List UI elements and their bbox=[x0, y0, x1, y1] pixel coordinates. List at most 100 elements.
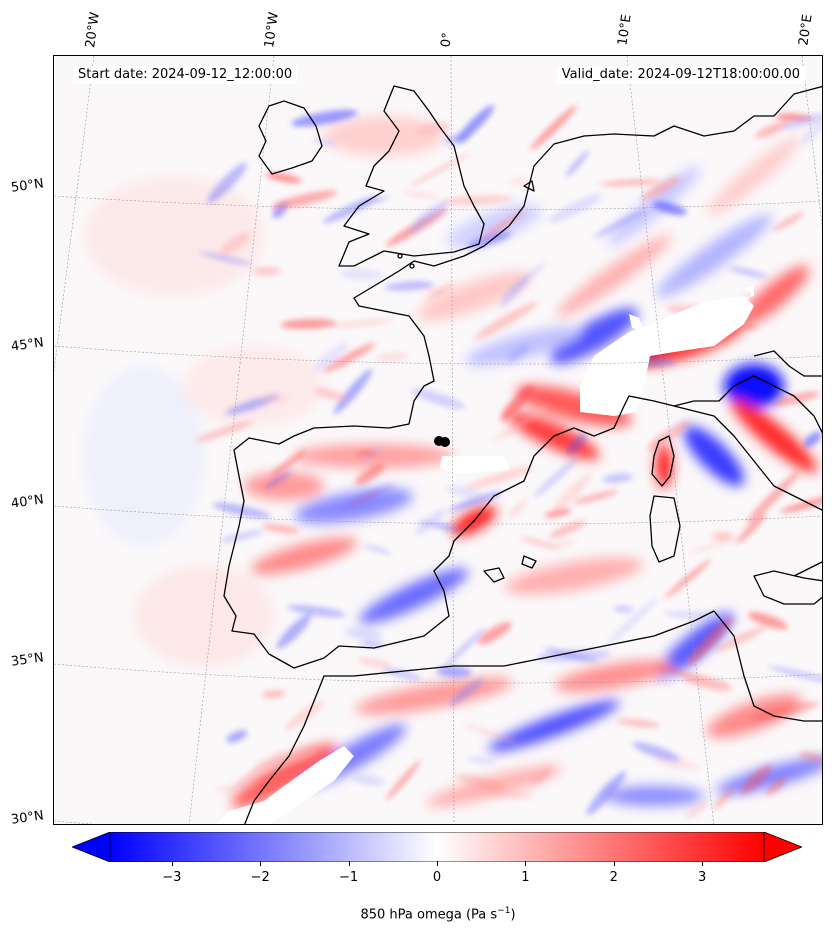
start-date-label: Start date: 2024-09-12_12:00:00 bbox=[73, 66, 298, 84]
omega-map bbox=[54, 56, 822, 824]
omega-streak bbox=[270, 450, 306, 477]
omega-streak bbox=[751, 701, 819, 722]
omega-streak bbox=[572, 490, 619, 504]
omega-streak bbox=[493, 404, 550, 442]
omega-streak bbox=[261, 523, 300, 534]
omega-streak bbox=[351, 774, 385, 786]
graticule bbox=[54, 56, 822, 824]
omega-streak bbox=[448, 678, 484, 707]
station-marker bbox=[434, 436, 450, 447]
lon-label-10w: 10°W bbox=[262, 11, 282, 49]
omega-streak bbox=[798, 751, 822, 763]
omega-streak bbox=[284, 700, 324, 731]
omega-streak bbox=[313, 342, 349, 372]
omega-streak bbox=[755, 120, 790, 139]
omega-streak bbox=[508, 499, 528, 519]
omega-streak bbox=[264, 470, 293, 489]
omega-streaks bbox=[195, 105, 822, 819]
omega-streak bbox=[686, 616, 734, 666]
omega-streak bbox=[265, 172, 302, 183]
omega-streak bbox=[226, 730, 248, 743]
omega-streak bbox=[198, 251, 253, 266]
omega-streak bbox=[565, 150, 590, 178]
colorbar bbox=[72, 832, 802, 862]
omega-streak bbox=[506, 345, 528, 363]
omega-streak bbox=[271, 190, 338, 209]
omega-streak bbox=[740, 764, 772, 795]
omega-streak bbox=[780, 496, 822, 513]
omega-streak bbox=[652, 201, 687, 216]
colorbar-tick-label: 3 bbox=[697, 870, 707, 885]
omega-streak bbox=[747, 612, 788, 630]
omega-streak bbox=[713, 786, 735, 810]
omega-streak bbox=[566, 433, 587, 456]
colorbar-label-close: ) bbox=[510, 907, 516, 923]
omega-streak bbox=[550, 539, 577, 549]
omega-streak bbox=[599, 179, 661, 186]
lat-label-50n: 50°N bbox=[10, 176, 45, 196]
omega-streak bbox=[454, 773, 506, 792]
omega-streak bbox=[746, 470, 800, 525]
omega-streak bbox=[466, 466, 534, 489]
omega-streak bbox=[464, 788, 534, 798]
omega-streak bbox=[330, 319, 395, 328]
colorbar-label-text: 850 hPa omega (Pa s bbox=[360, 907, 498, 923]
omega-streak bbox=[359, 641, 385, 647]
omega-streak bbox=[448, 491, 503, 512]
colorbar-label: 850 hPa omega (Pa s−1) bbox=[0, 906, 832, 922]
omega-streak bbox=[345, 627, 383, 641]
lon-label-20w: 20°W bbox=[83, 11, 103, 49]
omega-streak bbox=[520, 537, 561, 549]
omega-streak bbox=[313, 139, 338, 146]
omega-streak bbox=[340, 268, 384, 280]
omega-streak bbox=[291, 109, 358, 127]
colorbar-gradient bbox=[109, 832, 765, 862]
omega-streak bbox=[664, 559, 712, 599]
omega-streak bbox=[602, 473, 633, 484]
colorbar-tickmark bbox=[348, 861, 350, 866]
omega-streak bbox=[436, 666, 472, 678]
lon-label-20e: 20°E bbox=[796, 13, 816, 47]
omega-streak bbox=[682, 674, 733, 691]
omega-streak bbox=[640, 176, 681, 201]
omega-streak bbox=[613, 606, 634, 612]
omega-streak bbox=[385, 759, 421, 801]
omega-streak bbox=[441, 195, 513, 206]
omega-streak bbox=[605, 597, 659, 647]
lon-label-0: 0° bbox=[438, 31, 456, 49]
omega-streak bbox=[356, 450, 378, 457]
omega-streak bbox=[543, 647, 598, 663]
omega-streak bbox=[219, 530, 264, 543]
coastlines bbox=[223, 85, 822, 824]
omega-streak bbox=[364, 545, 392, 555]
omega-streak bbox=[477, 622, 512, 645]
omega-streak bbox=[711, 532, 734, 541]
colorbar-tickmark bbox=[260, 861, 262, 866]
omega-streak bbox=[446, 485, 487, 500]
omega-streak bbox=[531, 767, 551, 785]
omega-streak bbox=[357, 657, 392, 669]
terrain-mask bbox=[216, 286, 754, 824]
omega-streak bbox=[533, 455, 580, 498]
omega-streak bbox=[384, 281, 434, 291]
colorbar-tickmark bbox=[525, 861, 527, 866]
omega-streak bbox=[341, 484, 395, 509]
omega-streak bbox=[280, 319, 337, 329]
omega-streak bbox=[617, 719, 660, 728]
omega-streak bbox=[467, 757, 497, 764]
omega-streak bbox=[782, 113, 822, 129]
omega-streak bbox=[212, 784, 262, 791]
omega-streak bbox=[714, 626, 766, 652]
omega-streak bbox=[549, 520, 586, 538]
colorbar-tickmark bbox=[702, 861, 704, 866]
omega-streak bbox=[801, 108, 822, 145]
omega-streak bbox=[261, 690, 286, 698]
colorbar-tickmark bbox=[437, 861, 438, 866]
lat-label-40n: 40°N bbox=[10, 492, 45, 512]
omega-streak bbox=[735, 513, 767, 544]
colorbar-tick-label: −2 bbox=[250, 870, 270, 885]
omega-streak bbox=[414, 508, 447, 535]
omega-streak bbox=[633, 742, 681, 762]
colorbar-label-exponent: −1 bbox=[497, 906, 511, 916]
colorbar-tick-label: 0 bbox=[432, 870, 442, 885]
